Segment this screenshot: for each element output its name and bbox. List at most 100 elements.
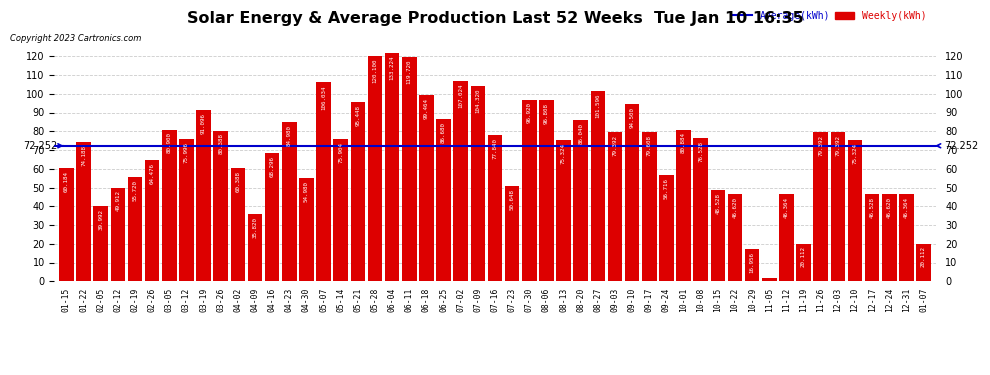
- Bar: [505, 186, 520, 281]
- Text: 86.040: 86.040: [578, 123, 583, 144]
- Bar: [59, 168, 73, 281]
- Text: 16.956: 16.956: [749, 252, 754, 273]
- Bar: [762, 278, 776, 281]
- Text: Solar Energy & Average Production Last 52 Weeks  Tue Jan 10 16:35: Solar Energy & Average Production Last 5…: [187, 11, 803, 26]
- Bar: [214, 130, 228, 281]
- Text: 56.716: 56.716: [664, 178, 669, 199]
- Text: 50.648: 50.648: [510, 189, 515, 210]
- Text: 68.296: 68.296: [269, 156, 274, 177]
- Text: 101.596: 101.596: [595, 94, 600, 118]
- Bar: [179, 139, 194, 281]
- Bar: [265, 153, 279, 281]
- Bar: [488, 135, 502, 281]
- Bar: [642, 132, 656, 281]
- Text: 86.680: 86.680: [442, 122, 446, 142]
- Bar: [814, 132, 828, 281]
- Bar: [453, 81, 468, 281]
- Text: 106.034: 106.034: [321, 85, 326, 110]
- Text: 80.388: 80.388: [218, 134, 223, 154]
- Text: 120.100: 120.100: [372, 59, 377, 83]
- Text: 46.364: 46.364: [784, 197, 789, 218]
- Bar: [385, 53, 399, 281]
- Text: 75.324: 75.324: [852, 143, 857, 164]
- Bar: [522, 99, 537, 281]
- Bar: [744, 249, 759, 281]
- Bar: [882, 194, 897, 281]
- Bar: [573, 120, 588, 281]
- Text: 64.476: 64.476: [149, 163, 154, 184]
- Text: 72.252: 72.252: [937, 141, 978, 151]
- Text: 20.112: 20.112: [801, 246, 806, 267]
- Bar: [847, 140, 862, 281]
- Text: 76.528: 76.528: [698, 141, 703, 162]
- Text: 74.188: 74.188: [81, 145, 86, 166]
- Legend: Average(kWh), Weekly(kWh): Average(kWh), Weekly(kWh): [729, 7, 931, 25]
- Text: 46.364: 46.364: [904, 197, 909, 218]
- Bar: [93, 206, 108, 281]
- Text: 94.500: 94.500: [630, 107, 635, 128]
- Text: 95.448: 95.448: [355, 105, 360, 126]
- Bar: [162, 130, 176, 281]
- Text: 96.808: 96.808: [544, 102, 548, 123]
- Bar: [76, 142, 91, 281]
- Bar: [128, 177, 143, 281]
- Text: 107.024: 107.024: [458, 83, 463, 108]
- Text: 46.620: 46.620: [733, 196, 738, 217]
- Text: 119.720: 119.720: [407, 60, 412, 84]
- Text: 75.324: 75.324: [561, 143, 566, 164]
- Bar: [299, 178, 314, 281]
- Text: 80.884: 80.884: [681, 132, 686, 153]
- Text: 46.620: 46.620: [887, 196, 892, 217]
- Text: 48.528: 48.528: [716, 193, 721, 214]
- Bar: [402, 57, 417, 281]
- Bar: [367, 56, 382, 281]
- Text: 79.392: 79.392: [613, 135, 618, 156]
- Bar: [316, 82, 331, 281]
- Text: 20.112: 20.112: [921, 246, 926, 267]
- Bar: [334, 139, 348, 281]
- Text: 99.464: 99.464: [424, 98, 429, 118]
- Bar: [591, 91, 605, 281]
- Text: 75.996: 75.996: [184, 142, 189, 163]
- Bar: [659, 175, 674, 281]
- Bar: [796, 243, 811, 281]
- Text: 39.992: 39.992: [98, 209, 103, 230]
- Bar: [676, 130, 691, 281]
- Bar: [556, 140, 571, 281]
- Text: 46.528: 46.528: [869, 197, 874, 218]
- Bar: [899, 194, 914, 281]
- Text: 75.904: 75.904: [339, 142, 344, 163]
- Text: 49.912: 49.912: [116, 190, 121, 211]
- Text: 79.608: 79.608: [646, 135, 651, 156]
- Text: 80.900: 80.900: [166, 132, 172, 153]
- Text: 55.720: 55.720: [133, 180, 138, 201]
- Bar: [248, 214, 262, 281]
- Text: 77.840: 77.840: [492, 138, 498, 159]
- Text: 79.392: 79.392: [836, 135, 841, 156]
- Text: 60.184: 60.184: [64, 171, 69, 192]
- Bar: [711, 190, 725, 281]
- Bar: [917, 243, 931, 281]
- Bar: [779, 194, 794, 281]
- Bar: [231, 168, 246, 281]
- Bar: [608, 132, 623, 281]
- Bar: [437, 119, 450, 281]
- Bar: [145, 160, 159, 281]
- Bar: [419, 95, 434, 281]
- Text: 72.252: 72.252: [24, 141, 63, 151]
- Bar: [625, 104, 640, 281]
- Bar: [282, 122, 297, 281]
- Bar: [693, 138, 708, 281]
- Text: 104.320: 104.320: [475, 88, 480, 113]
- Bar: [350, 102, 365, 281]
- Text: 79.392: 79.392: [818, 135, 824, 156]
- Bar: [728, 194, 742, 281]
- Bar: [540, 100, 553, 281]
- Text: 54.980: 54.980: [304, 181, 309, 202]
- Bar: [865, 194, 879, 281]
- Text: 96.920: 96.920: [527, 102, 532, 123]
- Text: 84.980: 84.980: [287, 125, 292, 146]
- Text: 91.096: 91.096: [201, 113, 206, 134]
- Text: 60.388: 60.388: [236, 171, 241, 192]
- Text: Copyright 2023 Cartronics.com: Copyright 2023 Cartronics.com: [10, 34, 142, 43]
